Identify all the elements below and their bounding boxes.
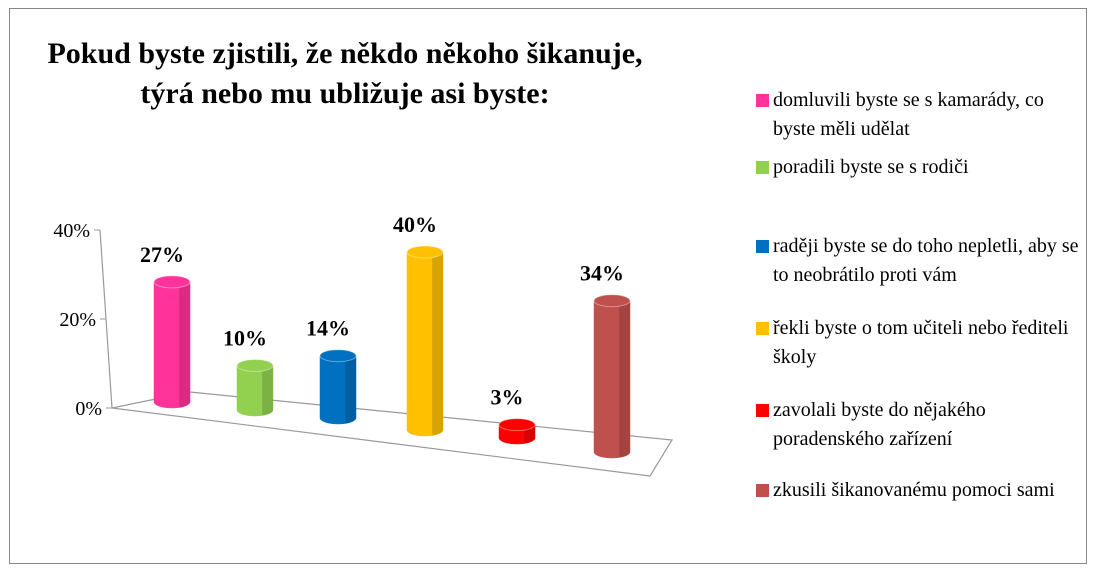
legend-swatch — [756, 322, 769, 335]
legend-item: poradili byste se s rodiči — [756, 153, 1081, 182]
legend-label: zavolali byste do nějakého poradenského … — [773, 399, 986, 450]
legend-swatch — [756, 240, 769, 253]
bar-top — [406, 245, 444, 259]
bar-shade — [432, 252, 443, 436]
y-tick-label: 40% — [53, 220, 90, 242]
chart-title: Pokud byste zjistili, že někdo někoho ši… — [47, 37, 643, 110]
legend-item: raději byste se do toho nepletli, aby se… — [756, 232, 1081, 290]
legend-label: poradili byste se s rodiči — [773, 156, 969, 178]
bar-top — [498, 418, 536, 432]
y-tick-label: 20% — [59, 309, 96, 331]
bar-top — [236, 359, 274, 372]
legend-swatch — [756, 404, 769, 417]
bar-top — [593, 294, 631, 308]
bar-shade — [619, 300, 630, 458]
bar-top — [319, 349, 357, 363]
bar — [593, 300, 631, 459]
legend-label: řekli byste o tom učiteli nebo řediteli … — [773, 317, 1069, 368]
value-label: 10% — [223, 326, 267, 351]
value-label: 40% — [393, 212, 437, 237]
bar — [319, 355, 357, 425]
chart-frame — [9, 8, 1087, 564]
bar — [406, 251, 444, 437]
legend-label: domluvili byste se s kamarády, co byste … — [773, 89, 1044, 140]
value-label: 3% — [491, 385, 524, 410]
bar-shade — [345, 355, 356, 424]
legend-swatch — [756, 161, 769, 174]
legend-item: domluvili byste se s kamarády, co byste … — [756, 86, 1081, 144]
value-label: 14% — [306, 316, 350, 341]
y-tick-label: 0% — [75, 398, 102, 420]
bar — [236, 365, 274, 417]
legend-item: zkusili šikanovanému pomoci sami — [756, 476, 1081, 505]
bar-shade — [262, 365, 273, 416]
legend-swatch — [756, 94, 769, 107]
floor — [111, 391, 674, 477]
bar-top — [153, 275, 191, 289]
legend-swatch — [756, 484, 769, 497]
bar-shade — [179, 281, 190, 408]
legend-item: řekli byste o tom učiteli nebo řediteli … — [756, 314, 1081, 372]
bar — [153, 281, 191, 409]
value-label: 27% — [140, 242, 184, 267]
legend-item: zavolali byste do nějakého poradenského … — [756, 396, 1081, 454]
legend-label: zkusili šikanovanému pomoci sami — [773, 479, 1055, 501]
legend-label: raději byste se do toho nepletli, aby se… — [773, 235, 1079, 286]
value-label: 34% — [580, 261, 624, 286]
